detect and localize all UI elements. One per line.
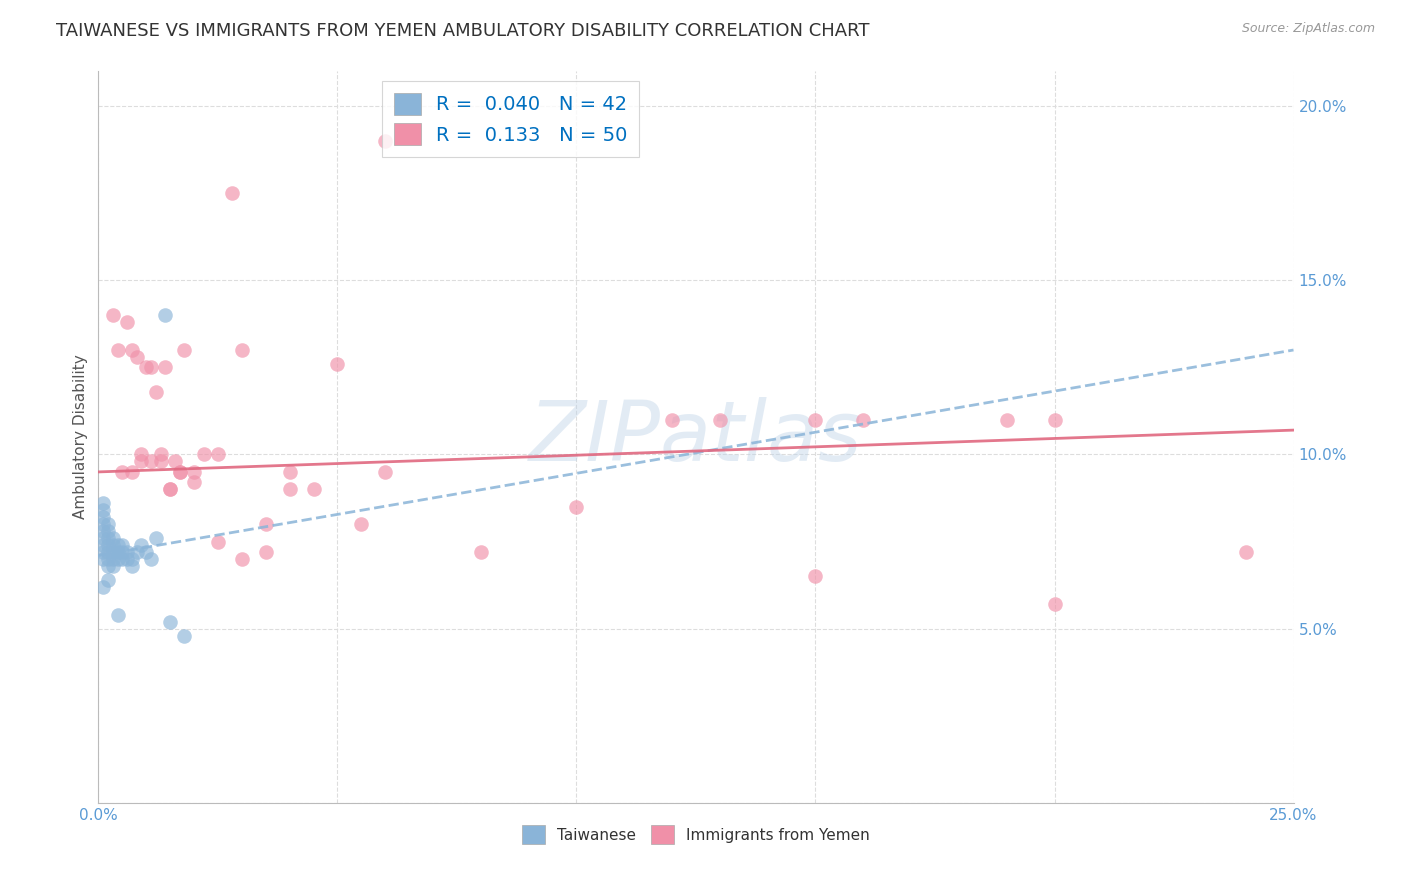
- Point: [91, 517, 114, 532]
- Point: [115, 315, 138, 329]
- Text: ZIPatlas: ZIPatlas: [529, 397, 863, 477]
- Point: [350, 517, 373, 532]
- Point: [183, 465, 205, 479]
- Point: [111, 552, 134, 566]
- Point: [163, 454, 186, 468]
- Point: [565, 500, 588, 514]
- Point: [97, 545, 120, 559]
- Point: [97, 517, 120, 532]
- Point: [121, 343, 143, 357]
- Point: [709, 412, 731, 426]
- Text: Source: ZipAtlas.com: Source: ZipAtlas.com: [1241, 22, 1375, 36]
- Point: [97, 538, 120, 552]
- Point: [804, 569, 827, 583]
- Point: [91, 580, 114, 594]
- Point: [149, 448, 172, 462]
- Point: [101, 545, 124, 559]
- Point: [131, 448, 153, 462]
- Point: [278, 483, 301, 497]
- Point: [101, 308, 124, 322]
- Point: [254, 517, 277, 532]
- Point: [183, 475, 205, 490]
- Point: [107, 538, 129, 552]
- Point: [135, 360, 157, 375]
- Point: [107, 343, 129, 357]
- Point: [470, 545, 492, 559]
- Point: [91, 510, 114, 524]
- Point: [374, 465, 396, 479]
- Point: [111, 538, 134, 552]
- Point: [101, 531, 124, 545]
- Point: [91, 552, 114, 566]
- Point: [97, 552, 120, 566]
- Point: [852, 412, 875, 426]
- Point: [193, 448, 215, 462]
- Point: [278, 465, 301, 479]
- Point: [804, 412, 827, 426]
- Point: [135, 545, 157, 559]
- Point: [91, 496, 114, 510]
- Point: [254, 545, 277, 559]
- Point: [207, 534, 229, 549]
- Point: [1043, 597, 1066, 611]
- Point: [302, 483, 325, 497]
- Point: [145, 531, 167, 545]
- Point: [374, 134, 396, 148]
- Point: [121, 558, 143, 573]
- Point: [91, 503, 114, 517]
- Point: [111, 545, 134, 559]
- Point: [159, 483, 181, 497]
- Point: [145, 384, 167, 399]
- Point: [173, 343, 195, 357]
- Point: [91, 538, 114, 552]
- Point: [1234, 545, 1257, 559]
- Point: [91, 531, 114, 545]
- Point: [139, 454, 162, 468]
- Point: [139, 552, 162, 566]
- Point: [173, 629, 195, 643]
- Point: [131, 538, 153, 552]
- Point: [91, 545, 114, 559]
- Point: [121, 465, 143, 479]
- Point: [155, 360, 177, 375]
- Point: [1043, 412, 1066, 426]
- Point: [155, 308, 177, 322]
- Point: [159, 483, 181, 497]
- Point: [97, 524, 120, 538]
- Point: [169, 465, 191, 479]
- Point: [231, 343, 253, 357]
- Point: [995, 412, 1018, 426]
- Point: [111, 465, 134, 479]
- Point: [125, 545, 148, 559]
- Point: [97, 573, 120, 587]
- Point: [97, 558, 120, 573]
- Point: [139, 360, 162, 375]
- Point: [115, 552, 138, 566]
- Point: [107, 607, 129, 622]
- Legend: Taiwanese, Immigrants from Yemen: Taiwanese, Immigrants from Yemen: [516, 819, 876, 850]
- Point: [121, 552, 143, 566]
- Point: [207, 448, 229, 462]
- Point: [101, 558, 124, 573]
- Point: [661, 412, 683, 426]
- Point: [169, 465, 191, 479]
- Text: TAIWANESE VS IMMIGRANTS FROM YEMEN AMBULATORY DISABILITY CORRELATION CHART: TAIWANESE VS IMMIGRANTS FROM YEMEN AMBUL…: [56, 22, 870, 40]
- Y-axis label: Ambulatory Disability: Ambulatory Disability: [73, 355, 89, 519]
- Point: [101, 552, 124, 566]
- Point: [231, 552, 253, 566]
- Point: [131, 454, 153, 468]
- Point: [107, 552, 129, 566]
- Point: [115, 545, 138, 559]
- Point: [221, 186, 243, 201]
- Point: [326, 357, 349, 371]
- Point: [159, 615, 181, 629]
- Point: [97, 531, 120, 545]
- Point: [91, 524, 114, 538]
- Point: [107, 545, 129, 559]
- Point: [149, 454, 172, 468]
- Point: [101, 538, 124, 552]
- Point: [125, 350, 148, 364]
